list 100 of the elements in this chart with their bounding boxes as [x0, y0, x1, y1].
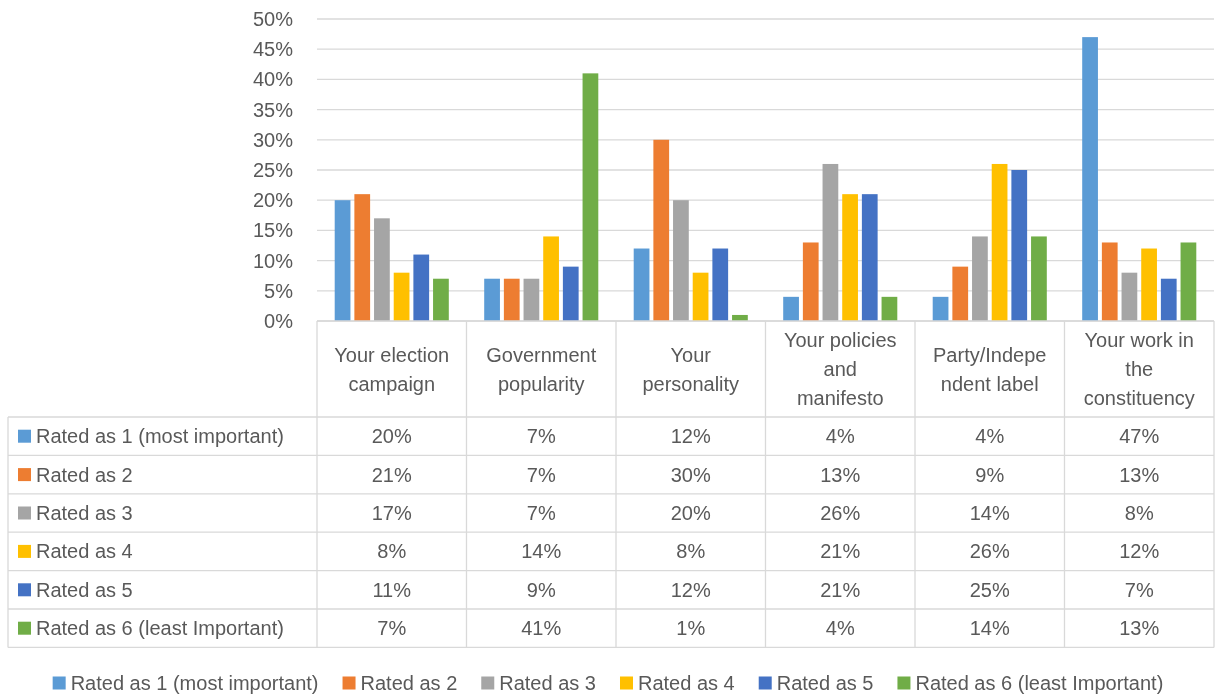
bar: [861, 194, 878, 321]
data-label: 11%: [372, 578, 412, 601]
bar: [393, 272, 410, 321]
data-label: 8%: [676, 540, 706, 563]
data-label: 26%: [820, 502, 861, 524]
data-label: 7%: [526, 463, 556, 486]
x-tick-label: Your election campaign: [334, 343, 450, 395]
bar: [413, 254, 430, 321]
bar: [712, 248, 729, 321]
bar: [503, 278, 520, 321]
data-label: 7%: [1124, 578, 1154, 601]
bar: [673, 200, 689, 321]
legend-label: Rated as 6 (least Important): [36, 617, 284, 640]
data-label: 13%: [1119, 463, 1160, 486]
bar: [374, 218, 390, 321]
legend-label: Rated as 3: [36, 502, 133, 524]
data-label: 30%: [670, 463, 711, 486]
data-label: 9%: [975, 463, 1005, 486]
y-tick-label: 45%: [252, 38, 294, 61]
data-label: 21%: [820, 540, 861, 563]
bar: [484, 278, 500, 321]
bar: [972, 236, 988, 321]
bar: [562, 266, 579, 321]
legend-label: Rated as 2: [36, 463, 133, 486]
bar: [582, 73, 599, 321]
bar: [1121, 272, 1138, 321]
data-label: 47%: [1119, 425, 1160, 448]
y-tick-label: 10%: [252, 249, 294, 272]
data-label: 4%: [825, 425, 855, 448]
bar: [1011, 170, 1028, 321]
data-label: 14%: [969, 502, 1010, 524]
data-label: 12%: [670, 425, 711, 448]
y-tick-label: 35%: [252, 98, 294, 121]
data-label: 20%: [670, 502, 711, 524]
data-label: 7%: [526, 425, 556, 448]
x-tick-label: Your work in the constituency: [1083, 329, 1195, 409]
bar: [881, 296, 898, 321]
text: Rated as 2: [360, 672, 458, 694]
data-label: 25%: [969, 578, 1010, 601]
bar: [802, 242, 819, 321]
bar: [334, 200, 351, 321]
bar: [692, 272, 709, 321]
legend-label: Rated as 4: [36, 540, 133, 563]
text: Rated as 3: [499, 672, 596, 694]
data-label: 7%: [377, 617, 407, 640]
text: Rated as 4: [637, 672, 735, 694]
bar: [1082, 37, 1098, 321]
bar: [523, 278, 540, 321]
y-tick-label: 25%: [252, 159, 294, 181]
bar: [1101, 242, 1118, 321]
y-tick-label: 20%: [252, 189, 294, 212]
data-label: 13%: [1119, 617, 1160, 640]
y-tick-label: 50%: [252, 8, 294, 30]
data-label: 20%: [371, 425, 412, 448]
bar: [822, 163, 839, 321]
bar: [1160, 278, 1177, 321]
data-label: 8%: [377, 540, 407, 563]
text: Rated as 1 (most important): [70, 672, 319, 694]
y-tick-label: 40%: [252, 68, 294, 91]
data-label: 4%: [825, 617, 855, 640]
data-label: 21%: [820, 578, 861, 601]
bar: [543, 236, 559, 321]
data-label: 17%: [371, 502, 412, 524]
bar: [952, 266, 969, 321]
x-tick-label: Party/Independent label: [933, 343, 1047, 395]
x-tick-label: Your personality: [642, 343, 740, 395]
data-label: 14%: [521, 540, 562, 563]
bar: [842, 194, 858, 321]
data-label: 14%: [969, 617, 1010, 640]
legend-label: Rated as 5: [776, 672, 874, 694]
data-label: 21%: [371, 463, 412, 486]
bar: [783, 296, 799, 321]
data-label: 1%: [676, 617, 706, 640]
data-label: 41%: [521, 617, 562, 640]
legend-label: Rated as 1 (most important): [36, 425, 284, 448]
data-label: 12%: [670, 578, 711, 601]
bar: [433, 278, 449, 321]
bar: [1180, 242, 1197, 321]
data-label: 26%: [969, 540, 1010, 563]
bar: [354, 194, 371, 321]
data-label: 12%: [1119, 540, 1160, 563]
bar: [991, 163, 1008, 321]
x-tick-label: Government popularity: [486, 343, 597, 395]
text: Rated as 5: [36, 578, 133, 601]
bar: [1141, 248, 1157, 321]
data-label: 9%: [526, 578, 556, 601]
data-label: 4%: [975, 425, 1005, 448]
bar: [932, 296, 949, 321]
x-tick-label: Your policies and manifesto: [783, 329, 897, 409]
bar: [633, 248, 650, 321]
y-tick-label: 0%: [264, 310, 294, 332]
y-tick-label: 5%: [264, 279, 294, 302]
data-label: 7%: [526, 502, 556, 524]
y-tick-label: 15%: [252, 219, 294, 242]
data-label: 8%: [1124, 502, 1154, 524]
y-tick-label: 30%: [252, 128, 294, 151]
bar: [653, 139, 670, 321]
text: Rated as 6 (least Important): [915, 672, 1164, 694]
data-label: 13%: [820, 463, 861, 486]
bar: [1031, 236, 1047, 321]
